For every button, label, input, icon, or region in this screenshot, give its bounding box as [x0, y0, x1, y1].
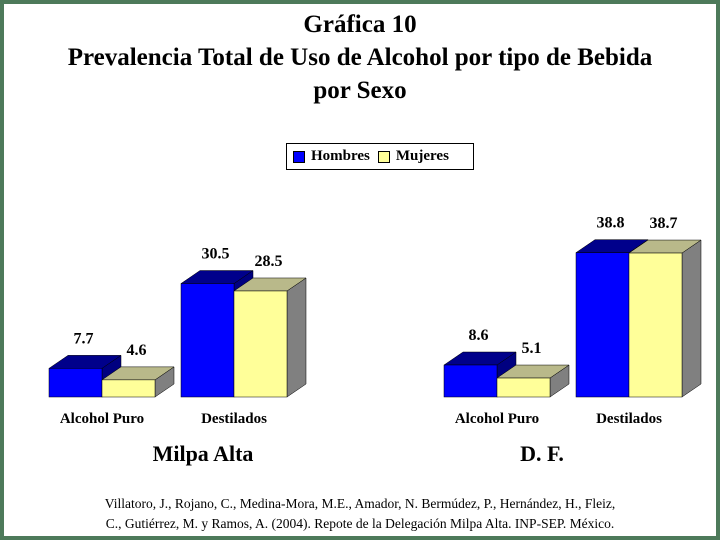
- category-label-1-1: Destilados: [596, 411, 662, 427]
- category-label-1-0: Alcohol Puro: [455, 411, 539, 427]
- value-label-0-0-1: 4.6: [127, 342, 147, 359]
- legend-item-mujeres: Mujeres: [377, 148, 449, 165]
- bar-1-1-0-front: [575, 252, 630, 398]
- bar-0-0-1-front: [101, 379, 156, 398]
- value-label-1-1-0: 38.8: [597, 215, 625, 232]
- value-label-1-1-1: 38.7: [650, 215, 678, 232]
- legend-label-mujeres: Mujeres: [395, 148, 449, 164]
- value-label-1-0-0: 8.6: [469, 327, 489, 344]
- citation-line-2: C., Gutiérrez, M. y Ramos, A. (2004). Re…: [105, 516, 615, 531]
- value-label-0-1-0: 30.5: [202, 246, 230, 263]
- category-label-0-1: Destilados: [201, 411, 267, 427]
- bar-1-0-1-front: [496, 377, 551, 398]
- chart-title: Gráfica 10 Prevalencia Total de Uso de A…: [0, 8, 720, 107]
- bar-1-0-0-front: [443, 364, 498, 398]
- value-label-1-0-1: 5.1: [522, 340, 542, 357]
- bar-1-1-1-side: [681, 239, 702, 398]
- title-line-1: Gráfica 10: [303, 11, 417, 38]
- bar-0-1-0-front: [180, 283, 235, 398]
- group-label-milpa-alta: Milpa Alta: [152, 441, 254, 466]
- legend-swatch-mujeres: [377, 150, 390, 163]
- value-label-0-1-1: 28.5: [255, 253, 283, 270]
- legend-label-hombres: Hombres: [311, 148, 370, 164]
- bar-1-1-1-front: [628, 252, 683, 398]
- group-label-df: D. F.: [520, 441, 564, 466]
- bar-0-1-1-side: [286, 277, 307, 398]
- citation-line-1: Villatoro, J., Rojano, C., Medina-Mora, …: [104, 496, 616, 511]
- legend: Hombres Mujeres: [286, 143, 474, 170]
- value-label-0-0-0: 7.7: [74, 330, 94, 347]
- title-line-3: por Sexo: [313, 77, 407, 104]
- bar-0-1-1-front: [233, 290, 288, 398]
- category-label-0-0: Alcohol Puro: [60, 411, 144, 427]
- bar-0-0-0-front: [48, 368, 103, 398]
- legend-swatch-hombres: [293, 150, 305, 163]
- citation: Villatoro, J., Rojano, C., Medina-Mora, …: [30, 494, 690, 534]
- legend-item-hombres: Hombres: [293, 148, 370, 165]
- title-line-2: Prevalencia Total de Uso de Alcohol por …: [67, 44, 653, 71]
